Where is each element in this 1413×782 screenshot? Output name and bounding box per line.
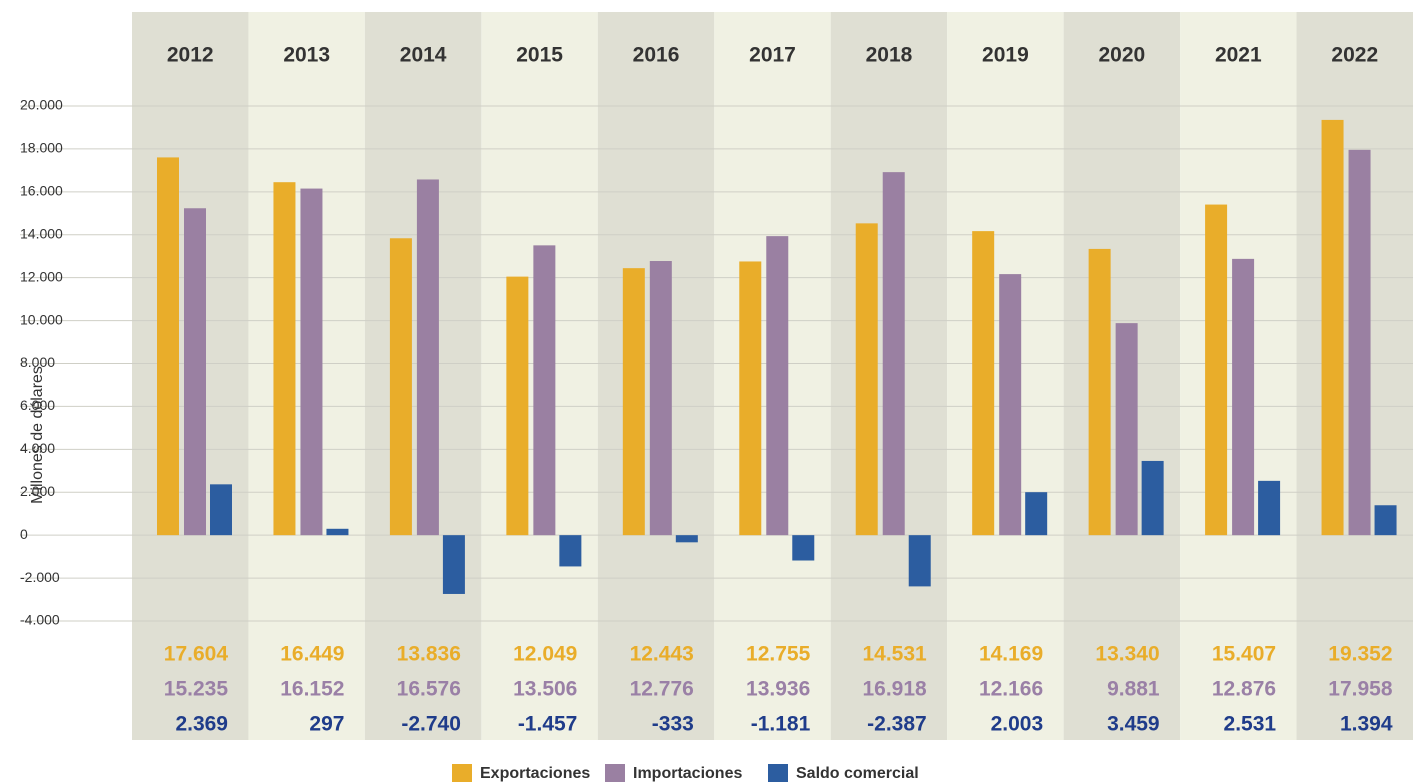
- x-tick-label: 2021: [1215, 44, 1262, 67]
- bar: [416, 179, 439, 536]
- data-label: 13.936: [746, 678, 810, 701]
- data-label: 15.235: [164, 678, 229, 701]
- bar: [792, 535, 815, 561]
- bar: [855, 223, 878, 536]
- y-tick-label: 16.000: [20, 183, 63, 199]
- bar: [649, 261, 672, 536]
- data-label: 12.443: [630, 643, 694, 666]
- bar: [184, 208, 206, 536]
- data-label: 12.755: [746, 643, 811, 666]
- bar: [533, 245, 556, 536]
- bar: [273, 182, 296, 536]
- y-tick-label: 0: [20, 526, 28, 542]
- bar: [1115, 323, 1138, 536]
- x-tick-label: 2018: [866, 44, 913, 67]
- bar: [326, 528, 349, 536]
- bar: [675, 535, 698, 543]
- data-label: 16.152: [280, 678, 344, 701]
- data-label: 16.576: [397, 678, 461, 701]
- y-tick-label: 12.000: [20, 268, 63, 284]
- y-tick-label: 2.000: [20, 483, 55, 499]
- data-label: -2.740: [401, 713, 461, 736]
- bar: [1088, 248, 1111, 536]
- bar: [300, 188, 323, 536]
- data-label: -1.457: [518, 713, 578, 736]
- y-tick-label: 4.000: [20, 440, 55, 456]
- x-tick-label: 2017: [749, 44, 796, 67]
- data-label: 19.352: [1328, 643, 1392, 666]
- y-tick-label: 6.000: [20, 397, 55, 413]
- data-label: 9.881: [1107, 678, 1160, 701]
- y-tick-label: 20.000: [20, 97, 63, 113]
- bar: [1374, 505, 1397, 536]
- y-axis-label: Millones de dólares: [29, 366, 46, 504]
- bar: [882, 172, 905, 536]
- bar: [210, 484, 232, 536]
- data-label: -1.181: [751, 713, 811, 736]
- bar: [622, 268, 645, 536]
- data-label: 12.876: [1212, 678, 1276, 701]
- y-tick-label: 18.000: [20, 140, 63, 156]
- data-label: 17.604: [164, 643, 229, 666]
- legend-swatch: [605, 764, 625, 782]
- data-label: 297: [309, 713, 344, 736]
- bar: [1321, 119, 1344, 536]
- bar: [1205, 204, 1228, 536]
- x-tick-label: 2016: [633, 44, 680, 67]
- y-tick-label: -4.000: [20, 612, 60, 628]
- bar: [1025, 492, 1048, 536]
- bar: [999, 274, 1022, 536]
- x-tick-label: 2012: [167, 44, 214, 67]
- legend-label: Saldo comercial: [796, 765, 919, 782]
- data-label: 15.407: [1212, 643, 1276, 666]
- legend-label: Importaciones: [633, 765, 742, 782]
- data-label: 14.531: [862, 643, 927, 666]
- data-label: -2.387: [867, 713, 927, 736]
- data-label: 17.958: [1328, 678, 1393, 701]
- y-tick-label: 14.000: [20, 225, 63, 241]
- x-tick-label: 2022: [1331, 44, 1378, 67]
- legend-swatch: [452, 764, 472, 782]
- data-label: 12.166: [979, 678, 1043, 701]
- data-label: 12.049: [513, 643, 577, 666]
- legend-swatch: [768, 764, 788, 782]
- bar: [157, 157, 179, 536]
- bar: [908, 535, 931, 587]
- bar: [559, 535, 582, 567]
- data-label: 16.449: [280, 643, 344, 666]
- bar: [972, 231, 995, 536]
- x-tick-label: 2013: [283, 44, 330, 67]
- data-label: 13.340: [1095, 643, 1159, 666]
- x-tick-label: 2020: [1099, 44, 1146, 67]
- data-label: -333: [652, 713, 694, 736]
- y-tick-label: -2.000: [20, 569, 60, 585]
- bar: [1232, 258, 1255, 536]
- data-label: 12.776: [630, 678, 694, 701]
- bar: [1348, 149, 1371, 536]
- x-tick-label: 2015: [516, 44, 563, 67]
- bar: [442, 535, 465, 594]
- data-label: 2.003: [991, 713, 1044, 736]
- bar: [766, 236, 789, 536]
- data-label: 14.169: [979, 643, 1043, 666]
- data-label: 2.369: [175, 713, 228, 736]
- x-tick-label: 2014: [400, 44, 447, 67]
- data-label: 13.506: [513, 678, 577, 701]
- y-tick-label: 10.000: [20, 311, 63, 327]
- bar: [506, 276, 529, 536]
- y-tick-label: 8.000: [20, 354, 55, 370]
- bar: [1258, 480, 1281, 536]
- bar: [389, 238, 412, 536]
- data-label: 1.394: [1340, 713, 1393, 736]
- legend-label: Exportaciones: [480, 765, 590, 782]
- data-label: 16.918: [862, 678, 927, 701]
- data-label: 13.836: [397, 643, 461, 666]
- bar: [1141, 460, 1164, 536]
- data-label: 2.531: [1224, 713, 1277, 736]
- x-tick-label: 2019: [982, 44, 1029, 67]
- data-label: 3.459: [1107, 713, 1160, 736]
- bar: [739, 261, 762, 536]
